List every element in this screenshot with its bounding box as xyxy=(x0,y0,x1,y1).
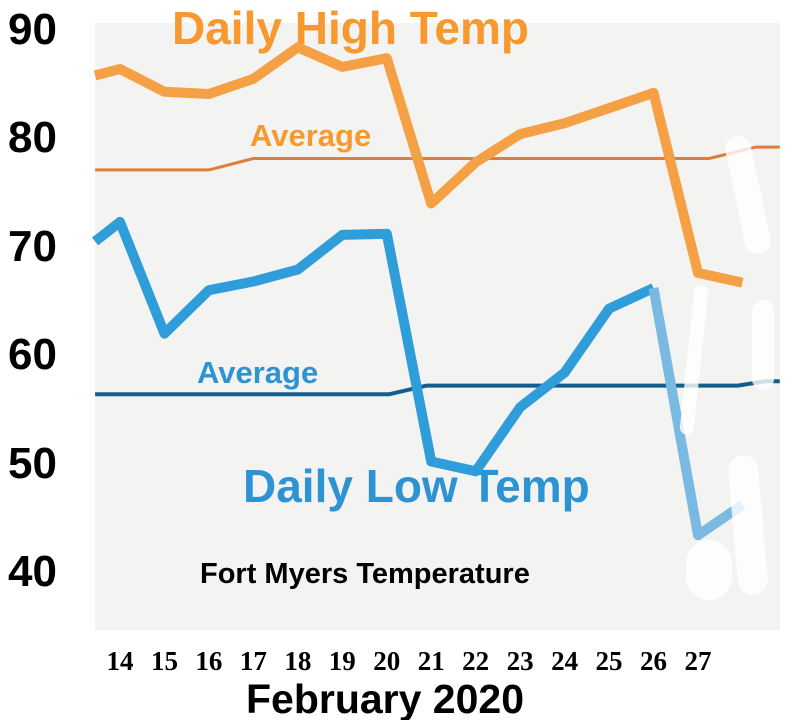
artifact-smudge xyxy=(752,300,774,390)
y-tick-label: 40 xyxy=(8,547,57,597)
daily-low-series-title: Daily Low Temp xyxy=(243,460,590,512)
x-tick-label: 16 xyxy=(195,646,223,676)
artifact-smudge xyxy=(686,540,732,600)
x-tick-label: 22 xyxy=(462,646,490,676)
x-tick-label: 27 xyxy=(684,646,712,676)
x-tick-label: 19 xyxy=(328,646,356,676)
x-tick-label: 21 xyxy=(417,646,445,676)
x-tick-label: 26 xyxy=(640,646,668,676)
y-tick-label: 50 xyxy=(8,438,57,488)
average-high-line xyxy=(95,145,780,172)
daily-low-line-tail xyxy=(648,287,746,541)
x-axis-title: February 2020 xyxy=(245,676,525,720)
x-tick-label: 15 xyxy=(150,646,178,676)
x-tick-label: 17 xyxy=(239,646,267,676)
x-tick-label: 14 xyxy=(106,646,134,676)
x-tick-label: 20 xyxy=(373,646,401,676)
y-tick-label: 80 xyxy=(8,113,57,163)
average-high-line-label: Average xyxy=(250,118,372,153)
average-low-line-label: Average xyxy=(197,355,319,390)
chart-caption: Fort Myers Temperature xyxy=(200,558,530,590)
daily-high-series-title: Daily High Temp xyxy=(172,2,529,54)
x-tick-label: 23 xyxy=(506,646,534,676)
x-tick-label: 24 xyxy=(551,646,579,676)
y-tick-label: 90 xyxy=(8,5,57,54)
x-tick-label: 25 xyxy=(595,646,623,676)
daily-high-line xyxy=(93,42,744,288)
y-tick-label: 70 xyxy=(8,221,57,271)
y-tick-label: 60 xyxy=(8,330,57,380)
daily-low-line xyxy=(92,216,656,477)
x-tick-label: 18 xyxy=(284,646,312,676)
